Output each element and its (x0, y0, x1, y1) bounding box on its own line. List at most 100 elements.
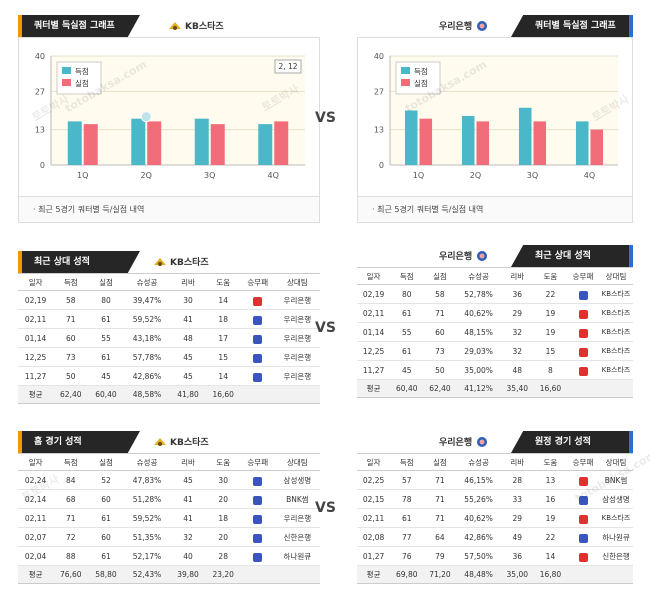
legend-label: 득점 (414, 66, 428, 76)
cell: 22 (533, 527, 568, 547)
column-header: 승무패 (240, 273, 275, 291)
cell: 80 (390, 284, 424, 304)
result-cell: W (567, 489, 599, 509)
y-tick-label: 13 (35, 126, 45, 135)
cell: 50 (423, 360, 457, 380)
chart-left-box: 0 13 27 40 1Q 2Q 3Q 4Q 득점 실점 2, 12 · 최근 5경기 쿼터별 득/… (18, 37, 320, 223)
cell: 71 (423, 470, 457, 490)
column-header: 상대팀 (599, 267, 633, 285)
cell: 02,15 (357, 489, 391, 509)
cell: 57,50% (456, 546, 501, 566)
cell: 신한은행 (274, 527, 320, 547)
cell: 02,11 (18, 508, 54, 528)
avg-cell (599, 379, 633, 398)
team-name: 우리은행 (439, 22, 473, 32)
avg-cell: 평균 (357, 379, 391, 398)
cell: 51,28% (123, 489, 171, 509)
result-cell: W (240, 347, 275, 367)
cell: 59,52% (123, 508, 171, 528)
column-header: 실점 (423, 453, 457, 471)
avg-cell: 69,80 (390, 565, 424, 584)
cell: 우리은행 (274, 290, 320, 310)
team-name: KB스타즈 (170, 258, 209, 268)
y-tick-label: 27 (35, 87, 45, 96)
chart-left-title: 쿼터별 득실점 그래프 (18, 15, 140, 37)
cell: 48 (500, 360, 534, 380)
cell: 15 (533, 341, 568, 361)
avg-cell: 16,60 (533, 379, 568, 398)
cell: 02,24 (18, 470, 54, 490)
cell: KB스타즈 (599, 508, 633, 528)
column-header: 득점 (390, 267, 424, 285)
loss-badge-icon: L (578, 515, 588, 524)
cell: 80 (88, 290, 124, 310)
cell: BNK썸 (274, 489, 320, 509)
cell: 32 (170, 527, 206, 547)
cell: 40,62% (456, 303, 501, 323)
legend-swatch (401, 67, 410, 74)
avg-cell: 평균 (18, 385, 54, 404)
bar-allowed (476, 121, 490, 165)
cell: 신한은행 (599, 546, 633, 566)
cell: 19 (533, 322, 568, 342)
cell: 우리은행 (274, 366, 320, 386)
avg-cell: 76,60 (53, 565, 89, 584)
avg-cell (567, 379, 599, 398)
cell: 88 (53, 546, 89, 566)
chart-right-team: 우리은행 (439, 19, 489, 32)
cell: 36 (500, 284, 534, 304)
cell: 14 (205, 366, 241, 386)
result-cell: L (567, 341, 599, 361)
column-header: 상대팀 (274, 273, 320, 291)
x-tick-label: 3Q (527, 171, 538, 180)
recent-left-table: 일자득점실점슈성공리바도움승무패상대팀02,19588039,47%3014L우… (18, 273, 320, 404)
table-header-row: 일자 득점 실점 슈성공 리바 도움 승무패 상대팀 (357, 453, 633, 471)
cell: 20 (205, 489, 241, 509)
cell: 29 (500, 303, 534, 323)
cell: 57,78% (123, 347, 171, 367)
win-badge-icon: W (253, 354, 263, 363)
cell: 33 (500, 489, 534, 509)
woori-bank-logo-icon (477, 20, 488, 31)
column-header: 도움 (533, 267, 568, 285)
bar-allowed (83, 124, 98, 165)
team-name: KB스타즈 (170, 438, 209, 448)
cell: 삼성생명 (274, 470, 320, 490)
x-tick-label: 2Q (141, 171, 152, 180)
avg-cell: 62,40 (423, 379, 457, 398)
cell: 52,78% (456, 284, 501, 304)
cell: 78 (390, 489, 424, 509)
cell: 60 (88, 489, 124, 509)
column-header: 승무패 (567, 267, 599, 285)
cell: 39,47% (123, 290, 171, 310)
cell: 60 (423, 322, 457, 342)
cell: 49 (500, 527, 534, 547)
cell: 71 (53, 508, 89, 528)
column-header: 슈성공 (456, 453, 501, 471)
cell: 28 (205, 546, 241, 566)
cell: 45 (88, 366, 124, 386)
column-header: 도움 (205, 453, 241, 471)
cell: 72 (53, 527, 89, 547)
cell: KB스타즈 (599, 322, 633, 342)
x-tick-label: 4Q (268, 171, 279, 180)
cell: 57 (390, 470, 424, 490)
chart-left-note: · 최근 5경기 쿼터별 득/실점 내역 (19, 196, 319, 222)
chart-right-title: 쿼터별 득실점 그래프 (511, 15, 633, 37)
cell: 02,11 (357, 508, 391, 528)
chart-left-team: KB스타즈 (168, 19, 224, 32)
cell: 29,03% (456, 341, 501, 361)
cell: 32 (500, 341, 534, 361)
woori-bank-logo-icon (477, 436, 488, 447)
cell: BNK썸 (599, 470, 633, 490)
cell: 13 (533, 470, 568, 490)
